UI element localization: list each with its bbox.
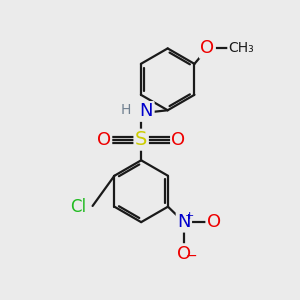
Text: −: − (185, 249, 197, 263)
Text: O: O (97, 131, 111, 149)
Text: O: O (172, 131, 186, 149)
Text: N: N (177, 213, 190, 231)
Text: CH₃: CH₃ (228, 41, 254, 56)
Text: N: N (140, 102, 153, 120)
Text: +: + (185, 211, 194, 221)
Text: Cl: Cl (70, 197, 86, 215)
Text: O: O (200, 39, 214, 57)
Text: O: O (177, 244, 191, 262)
Text: H: H (121, 103, 131, 117)
Text: O: O (207, 213, 221, 231)
Text: S: S (135, 130, 147, 149)
